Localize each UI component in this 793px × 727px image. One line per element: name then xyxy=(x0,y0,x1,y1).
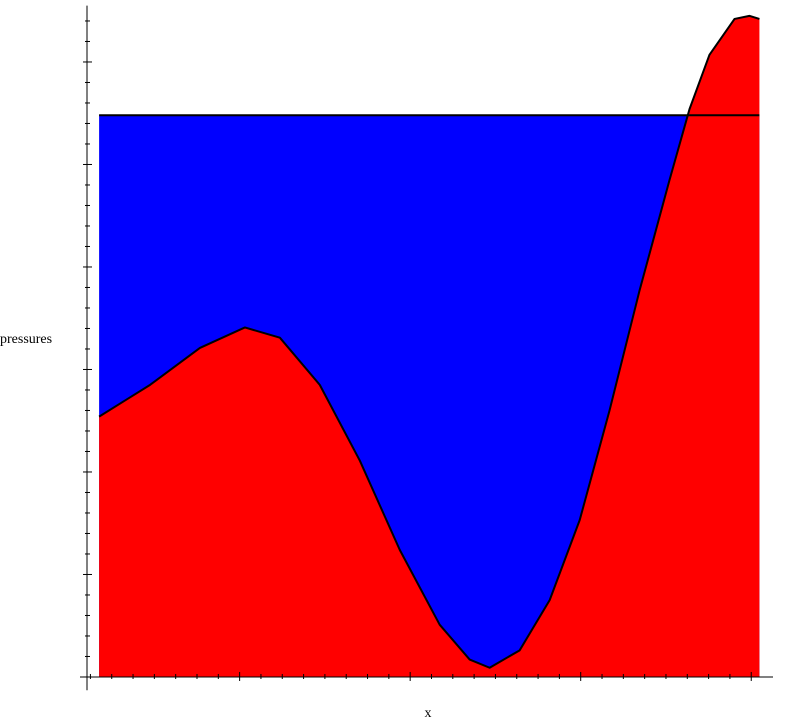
curve xyxy=(98,14,760,669)
x-axis-label: x xyxy=(425,706,432,721)
y-axis-label: pressures xyxy=(0,332,52,347)
area xyxy=(99,15,760,677)
